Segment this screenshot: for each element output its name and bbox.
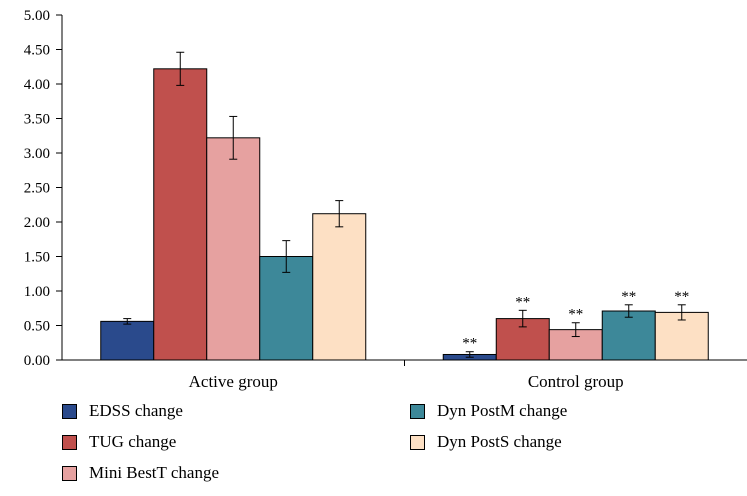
y-tick-label: 2.00	[24, 215, 50, 231]
significance-label: **	[674, 289, 689, 305]
significance-label: **	[462, 336, 477, 352]
bar	[153, 68, 208, 361]
significance-label: **	[568, 307, 583, 323]
y-tick-label: 5.00	[24, 8, 50, 24]
error-bars	[123, 51, 686, 358]
category-label: Control group	[528, 372, 624, 391]
bar	[206, 137, 261, 361]
category-label: Active group	[189, 372, 278, 391]
y-tick-label: 3.50	[24, 112, 50, 128]
y-tick-label: 3.00	[24, 146, 50, 162]
significance-label: **	[515, 294, 530, 310]
y-tick-label: 1.50	[24, 250, 50, 266]
labels: 0.00 0.50 1.00 1.50 2.00 2.50 3.00 3.50 4.00 4.50…	[24, 8, 690, 391]
y-tick-label: 0.00	[24, 353, 50, 369]
bar	[100, 320, 155, 361]
bar	[312, 213, 367, 361]
significance-label: **	[621, 289, 636, 305]
y-tick-label: 4.00	[24, 77, 50, 93]
y-tick-label: 1.00	[24, 284, 50, 300]
y-tick-label: 0.50	[24, 319, 50, 335]
bars	[100, 68, 709, 361]
y-tick-label: 2.50	[24, 181, 50, 197]
bar	[601, 310, 656, 361]
y-tick-label: 4.50	[24, 43, 50, 59]
